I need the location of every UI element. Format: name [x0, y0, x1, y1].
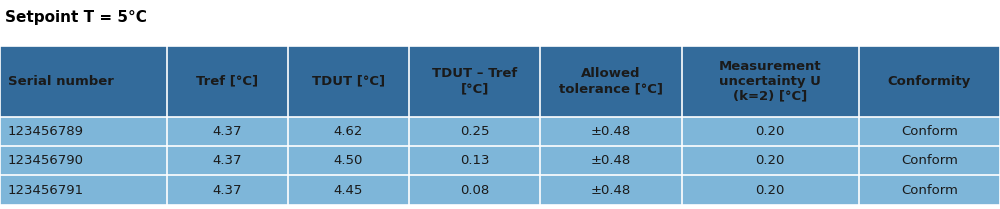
Bar: [0, 175, 167, 205]
Text: 0.20: 0.20: [756, 154, 785, 167]
Bar: [682, 46, 859, 117]
Bar: [682, 175, 859, 205]
Bar: [288, 117, 409, 146]
Bar: [288, 46, 409, 117]
Text: Conform: Conform: [901, 154, 958, 167]
Bar: [540, 175, 682, 205]
Text: Conform: Conform: [901, 125, 958, 138]
Bar: [0, 46, 167, 117]
Bar: [859, 46, 1000, 117]
Bar: [540, 146, 682, 175]
Bar: [682, 146, 859, 175]
Text: 123456791: 123456791: [8, 184, 84, 197]
Text: 123456789: 123456789: [8, 125, 84, 138]
Bar: [859, 175, 1000, 205]
Text: Allowed
tolerance [°C]: Allowed tolerance [°C]: [559, 67, 663, 95]
Bar: [167, 46, 288, 117]
Text: Setpoint T = 5°C: Setpoint T = 5°C: [5, 10, 147, 25]
Text: 0.20: 0.20: [756, 125, 785, 138]
Text: 123456790: 123456790: [8, 154, 84, 167]
Text: Tref [°C]: Tref [°C]: [196, 75, 258, 88]
Text: Conformity: Conformity: [888, 75, 971, 88]
Bar: [682, 117, 859, 146]
Bar: [0, 146, 167, 175]
Bar: [409, 46, 540, 117]
Text: TDUT [°C]: TDUT [°C]: [312, 75, 385, 88]
Bar: [167, 117, 288, 146]
Text: ±0.48: ±0.48: [591, 184, 631, 197]
Text: ±0.48: ±0.48: [591, 154, 631, 167]
Text: ±0.48: ±0.48: [591, 125, 631, 138]
Bar: [540, 117, 682, 146]
Bar: [859, 117, 1000, 146]
Bar: [288, 175, 409, 205]
Text: 0.20: 0.20: [756, 184, 785, 197]
Text: 4.62: 4.62: [334, 125, 363, 138]
Text: Measurement
uncertainty U
(k=2) [°C]: Measurement uncertainty U (k=2) [°C]: [719, 60, 822, 103]
Bar: [0, 117, 167, 146]
Text: 4.37: 4.37: [213, 184, 242, 197]
Text: Conform: Conform: [901, 184, 958, 197]
Bar: [288, 146, 409, 175]
Bar: [540, 46, 682, 117]
Bar: [167, 175, 288, 205]
Text: 4.45: 4.45: [334, 184, 363, 197]
Bar: [167, 146, 288, 175]
Bar: [409, 146, 540, 175]
Bar: [409, 175, 540, 205]
Text: Serial number: Serial number: [8, 75, 114, 88]
Text: 0.08: 0.08: [460, 184, 489, 197]
Text: 4.50: 4.50: [334, 154, 363, 167]
Text: 4.37: 4.37: [213, 125, 242, 138]
Text: 4.37: 4.37: [213, 154, 242, 167]
Text: TDUT – Tref
[°C]: TDUT – Tref [°C]: [432, 67, 517, 95]
Text: 0.25: 0.25: [460, 125, 489, 138]
Text: 0.13: 0.13: [460, 154, 489, 167]
Bar: [409, 117, 540, 146]
Bar: [859, 146, 1000, 175]
